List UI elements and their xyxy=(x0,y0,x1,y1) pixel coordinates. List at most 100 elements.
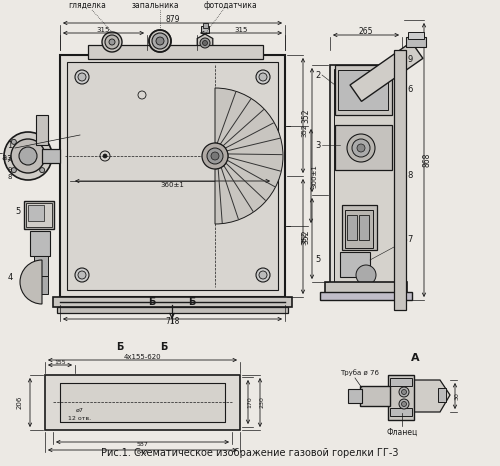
Text: 352: 352 xyxy=(301,123,307,137)
Bar xyxy=(408,32,424,39)
Polygon shape xyxy=(350,42,423,102)
Bar xyxy=(335,65,392,115)
Text: 6: 6 xyxy=(408,85,412,95)
Text: 9: 9 xyxy=(408,55,412,64)
Circle shape xyxy=(402,390,406,395)
Text: 300±1: 300±1 xyxy=(311,164,317,188)
Circle shape xyxy=(207,148,223,164)
Circle shape xyxy=(149,30,171,52)
Circle shape xyxy=(402,402,406,406)
Circle shape xyxy=(4,132,52,180)
Text: 230: 230 xyxy=(260,397,264,408)
Circle shape xyxy=(259,73,267,81)
Circle shape xyxy=(352,139,370,157)
Circle shape xyxy=(202,41,207,46)
Bar xyxy=(34,256,48,276)
Circle shape xyxy=(357,144,365,152)
Circle shape xyxy=(103,154,107,158)
Circle shape xyxy=(78,271,86,279)
Circle shape xyxy=(399,387,409,397)
Text: 4х155-620: 4х155-620 xyxy=(124,354,162,360)
Circle shape xyxy=(399,399,409,409)
Bar xyxy=(342,205,377,250)
Text: Б: Б xyxy=(116,342,123,352)
Bar xyxy=(390,408,412,416)
Bar xyxy=(325,282,407,294)
Wedge shape xyxy=(20,260,42,304)
Text: 8: 8 xyxy=(8,174,12,180)
Bar xyxy=(345,285,365,297)
Text: А: А xyxy=(410,353,420,363)
Text: ø7: ø7 xyxy=(76,407,84,412)
Text: 4: 4 xyxy=(8,273,12,281)
Text: 9: 9 xyxy=(8,167,12,173)
Text: 3: 3 xyxy=(316,141,320,150)
Bar xyxy=(53,297,292,307)
Bar xyxy=(347,215,357,240)
Bar xyxy=(338,70,388,110)
Text: Труба ø 76: Труба ø 76 xyxy=(340,370,379,377)
Text: 2: 2 xyxy=(316,70,320,80)
Wedge shape xyxy=(215,88,283,224)
Text: 352: 352 xyxy=(302,108,310,123)
Bar xyxy=(345,210,373,248)
Bar xyxy=(360,386,390,406)
Circle shape xyxy=(12,139,16,144)
Text: 155: 155 xyxy=(54,359,66,364)
Bar xyxy=(60,55,285,297)
Circle shape xyxy=(105,35,119,49)
Bar xyxy=(36,276,48,294)
Bar xyxy=(67,62,278,290)
Text: 265: 265 xyxy=(359,27,373,36)
Circle shape xyxy=(78,73,86,81)
Text: 879: 879 xyxy=(165,15,180,25)
Text: Б: Б xyxy=(188,297,196,307)
Circle shape xyxy=(75,268,89,282)
Text: Визуальная
гляделка: Визуальная гляделка xyxy=(64,0,110,10)
Text: А: А xyxy=(8,157,12,163)
Bar xyxy=(202,23,207,28)
Circle shape xyxy=(259,271,267,279)
Circle shape xyxy=(256,70,270,84)
Bar xyxy=(330,65,402,300)
Bar xyxy=(335,125,392,170)
Text: Газ: Газ xyxy=(0,152,12,162)
Circle shape xyxy=(356,265,376,285)
Text: Рис.1. Схематическое изображение газовой горелки ГГ-3: Рис.1. Схематическое изображение газовой… xyxy=(101,448,399,458)
Text: 8: 8 xyxy=(408,171,412,179)
Bar xyxy=(348,389,362,403)
Text: 5: 5 xyxy=(16,206,20,215)
Polygon shape xyxy=(412,380,450,412)
Circle shape xyxy=(152,33,168,49)
Circle shape xyxy=(40,168,44,172)
Bar xyxy=(359,215,369,240)
Text: 718: 718 xyxy=(166,317,179,327)
Text: Б: Б xyxy=(160,342,168,352)
Bar xyxy=(42,149,60,163)
Bar xyxy=(201,26,209,33)
Text: 352: 352 xyxy=(301,232,307,245)
Circle shape xyxy=(102,32,122,52)
Bar xyxy=(24,201,54,229)
Bar xyxy=(30,231,50,256)
Bar xyxy=(406,37,426,47)
Text: 352: 352 xyxy=(302,229,310,244)
Circle shape xyxy=(75,70,89,84)
Polygon shape xyxy=(197,34,213,52)
Text: Фланец: Фланец xyxy=(386,428,418,437)
Circle shape xyxy=(156,37,164,45)
Circle shape xyxy=(347,134,375,162)
Text: 1: 1 xyxy=(8,141,12,150)
Circle shape xyxy=(11,139,45,173)
Text: 30: 30 xyxy=(454,392,460,400)
Bar xyxy=(36,115,48,145)
Bar xyxy=(45,375,240,430)
Text: 647: 647 xyxy=(136,451,148,455)
Text: 7: 7 xyxy=(408,235,412,245)
Text: 315: 315 xyxy=(97,27,110,33)
Bar xyxy=(390,378,412,386)
Text: 360±1: 360±1 xyxy=(160,182,184,188)
Bar xyxy=(438,388,446,402)
Text: 315: 315 xyxy=(234,27,248,33)
Text: 868: 868 xyxy=(422,153,432,167)
